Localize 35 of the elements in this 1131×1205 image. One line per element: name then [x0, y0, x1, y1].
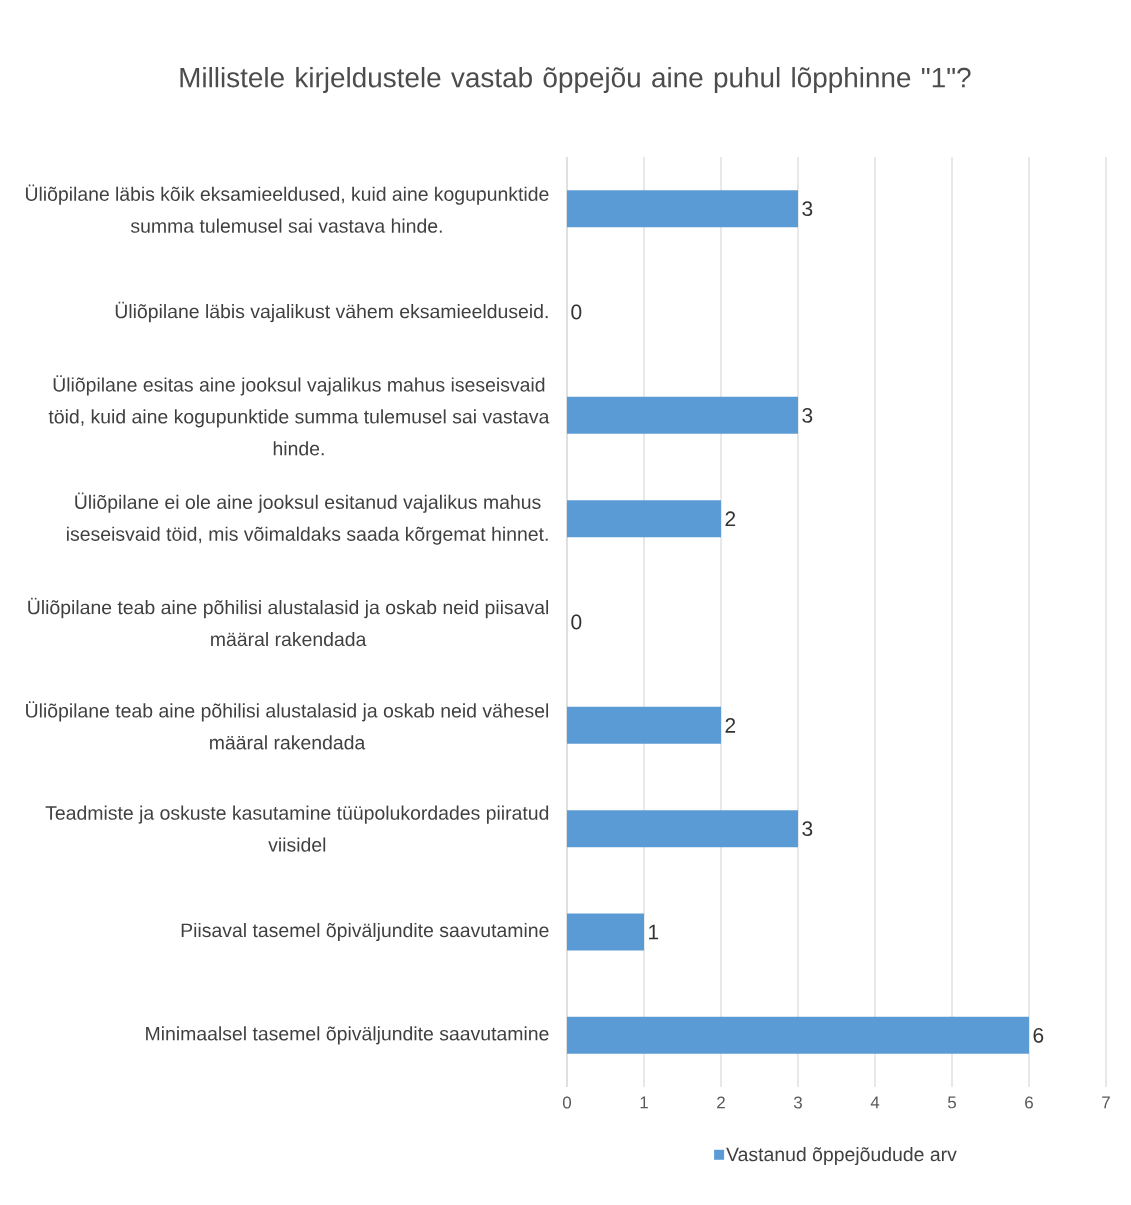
bar — [567, 500, 721, 538]
y-tick-label: Piisaval tasemel õpiväljundite saavutamine — [181, 922, 549, 942]
data-label: 2 — [725, 718, 736, 733]
x-tick-label: 1 — [640, 1096, 648, 1109]
x-tick-label: 5 — [947, 1096, 956, 1109]
y-tick-label: Üliõpilane teab aine põhilisi alustalasid ja oskab neid piisaval määral rakendada — [28, 597, 549, 647]
bar — [567, 810, 798, 848]
chart-title: Millistele kirjeldustele vastab õppejõu aine puhul lõpphinne "1"? — [180, 67, 971, 93]
legend-label: Vastanud õppejõudude arv — [726, 1146, 957, 1166]
y-tick-label: Üliõpilane teab aine põhilisi alustalasid ja oskab neid vähesel määral rakendada — [26, 701, 549, 750]
bar — [567, 706, 721, 744]
data-label: 3 — [802, 201, 813, 217]
x-tick-label: 6 — [1025, 1096, 1033, 1109]
data-label: 2 — [725, 511, 736, 526]
data-label: 3 — [802, 821, 813, 837]
y-tick-label: Üliõpilane läbis vajalikust vähem eksamieelduseid. — [115, 301, 548, 323]
y-tick-label: Üliõpilane läbis kõik eksamieeldused, kuid aine kogupunktide summa tulemusel sai vastava hinde. — [25, 184, 549, 233]
x-tick-label: 3 — [793, 1096, 802, 1109]
data-label: 0 — [571, 614, 582, 630]
bar — [567, 396, 798, 434]
data-label: 3 — [802, 407, 813, 423]
x-tick-label: 2 — [717, 1096, 725, 1109]
x-tick-label: 0 — [562, 1096, 572, 1109]
y-tick-label: Teadmiste ja oskuste kasutamine tüüpolukordades piiratud viisidel — [45, 805, 549, 852]
bar — [567, 1016, 1029, 1054]
y-tick-label: Minimaalsel tasemel õpiväljundite saavutamine — [146, 1026, 549, 1045]
bar — [567, 913, 644, 951]
y-tick-label: Üliõpilane ei ole aine jooksul esitanud vajalikus mahus iseseisvaid töid, mis võimaldaks saada kõrgemat hinnet. — [67, 492, 548, 545]
x-tick-label: 7 — [1102, 1096, 1110, 1109]
y-tick-label: Üliõpilane esitas aine jooksul vajalikus mahus iseseisvaid töid, kuid aine kogupunktide summa tulemusel sai vastava hinde. — [48, 375, 550, 456]
bar — [567, 190, 798, 228]
data-label: 0 — [571, 304, 582, 320]
data-label: 1 — [649, 924, 659, 940]
data-label: 6 — [1033, 1027, 1044, 1043]
x-tick-label: 4 — [870, 1096, 880, 1109]
